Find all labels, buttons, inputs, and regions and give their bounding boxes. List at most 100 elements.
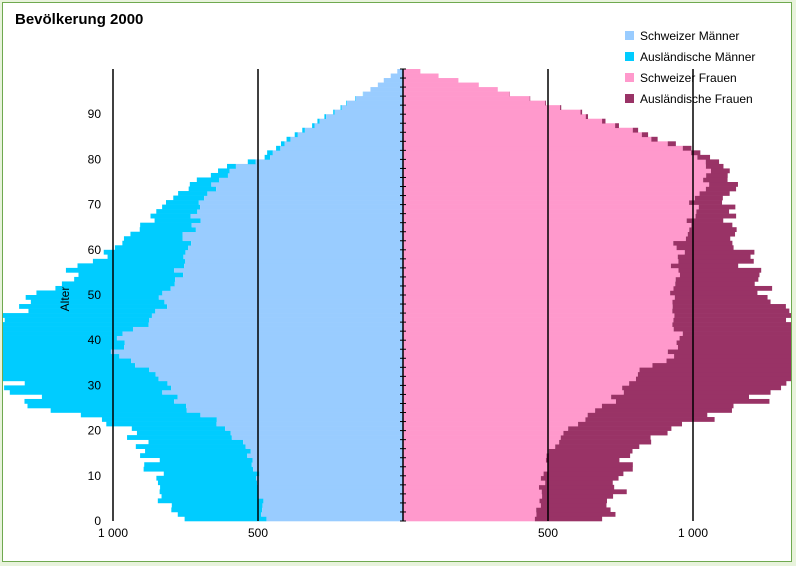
bar-foreign-women-age-63 [687,231,736,237]
bar-foreign-men-age-2 [171,507,263,513]
bar-swiss-men-age-79 [255,159,403,165]
bar-foreign-women-age-54 [679,272,760,278]
bar-foreign-men-age-40 [3,335,117,341]
bar-swiss-men-age-87 [314,123,403,129]
bar-foreign-men-age-49 [25,295,159,300]
bar-swiss-women-age-23 [403,412,588,418]
bar-foreign-men-age-64 [139,227,196,233]
bar-swiss-men-age-50 [162,290,403,296]
bar-foreign-men-age-34 [3,362,136,368]
bar-swiss-women-age-34 [403,362,653,368]
bar-swiss-men-age-27 [177,394,403,400]
bar-foreign-women-age-92 [545,100,547,106]
bar-swiss-women-age-38 [403,344,678,350]
bar-swiss-men-age-82 [280,145,403,151]
bar-swiss-men-age-33 [149,367,403,373]
bar-swiss-men-age-44 [149,317,403,323]
y-axis-label: Alter [58,287,72,312]
bar-foreign-women-age-90 [580,109,583,115]
bar-swiss-men-age-51 [170,285,403,291]
bar-foreign-men-age-19 [136,430,231,436]
legend-item-foreign-men: Ausländische Männer [625,46,755,67]
bar-foreign-men-age-65 [140,222,192,228]
bar-swiss-women-age-41 [403,331,683,336]
x-tick-label-4: 500 [538,526,558,540]
bar-swiss-men-age-28 [162,389,403,395]
bar-foreign-men-age-77 [218,168,230,174]
bar-swiss-men-age-67 [190,213,403,219]
bar-foreign-men-age-25 [27,403,187,409]
bar-swiss-women-age-30 [403,380,630,386]
bar-swiss-women-age-50 [403,290,671,296]
legend-label-foreign-women: Ausländische Frauen [640,91,753,106]
bar-swiss-men-age-42 [132,326,403,332]
bar-swiss-women-age-91 [403,105,561,110]
bar-foreign-women-age-72 [699,191,730,196]
bar-foreign-women-age-44 [673,317,787,323]
bar-swiss-women-age-36 [403,353,675,359]
bar-swiss-men-age-23 [200,412,403,418]
bar-swiss-men-age-41 [122,331,404,336]
y-tick-label-2: 20 [88,424,102,438]
bar-swiss-men-age-98 [390,73,403,79]
bar-swiss-men-age-47 [167,304,403,309]
bar-foreign-men-age-18 [127,435,232,440]
bar-foreign-men-age-81 [267,150,273,156]
bar-foreign-women-age-71 [694,195,723,201]
bar-swiss-men-age-69 [200,204,403,210]
bar-swiss-men-age-59 [185,249,403,255]
bar-foreign-women-age-61 [673,240,733,246]
bar-foreign-men-age-0 [184,516,267,522]
bar-swiss-women-age-59 [403,249,685,255]
bar-foreign-women-age-9 [540,475,619,481]
bar-foreign-women-age-46 [672,308,790,314]
bar-foreign-women-age-31 [635,376,791,382]
bar-swiss-women-age-51 [403,285,674,291]
bar-swiss-women-age-33 [403,367,640,373]
bar-swiss-men-age-5 [258,493,403,499]
bar-swiss-men-age-90 [334,109,403,115]
bar-swiss-women-age-78 [403,163,706,169]
bar-swiss-women-age-86 [403,127,633,133]
bar-swiss-men-age-0 [266,516,403,522]
bar-swiss-women-age-60 [403,245,677,251]
bar-swiss-men-age-38 [124,344,403,350]
bar-swiss-women-age-89 [403,114,586,120]
bar-swiss-women-age-92 [403,100,546,106]
bar-swiss-women-age-75 [403,177,704,183]
grid-layer [112,69,694,521]
bar-foreign-women-age-74 [709,182,738,187]
bar-swiss-women-age-70 [403,200,690,205]
legend-swatch-foreign-men [625,52,634,61]
bar-foreign-men-age-91 [340,105,342,110]
bar-swiss-women-age-77 [403,168,711,174]
bar-swiss-men-age-84 [290,136,403,142]
bar-foreign-men-age-5 [161,493,259,499]
bar-swiss-men-age-12 [251,462,403,468]
bar-swiss-men-age-60 [188,245,403,251]
bar-swiss-men-age-68 [197,209,403,214]
bar-foreign-women-age-16 [555,444,640,449]
bar-foreign-men-age-8 [157,480,258,486]
bar-foreign-men-age-88 [317,118,320,124]
bar-foreign-women-age-45 [674,313,791,318]
bar-swiss-men-age-88 [319,118,403,124]
bar-foreign-women-age-59 [684,249,755,255]
bar-foreign-women-age-65 [691,222,733,228]
bar-swiss-men-age-94 [363,91,403,97]
bar-foreign-women-age-57 [678,258,754,264]
bar-foreign-women-age-29 [622,385,782,391]
bar-foreign-men-age-45 [3,313,152,318]
bar-foreign-women-age-1 [536,511,616,517]
bar-foreign-women-age-49 [674,295,768,300]
bar-foreign-men-age-62 [123,236,183,242]
bar-swiss-men-age-63 [182,231,403,237]
bar-swiss-women-age-64 [403,227,690,233]
bar-foreign-men-age-47 [19,304,168,309]
bar-swiss-men-age-21 [216,421,403,427]
bar-foreign-men-age-11 [143,466,254,472]
bar-foreign-women-age-79 [705,159,720,165]
bar-foreign-women-age-15 [548,448,633,454]
bar-foreign-women-age-47 [672,304,786,309]
